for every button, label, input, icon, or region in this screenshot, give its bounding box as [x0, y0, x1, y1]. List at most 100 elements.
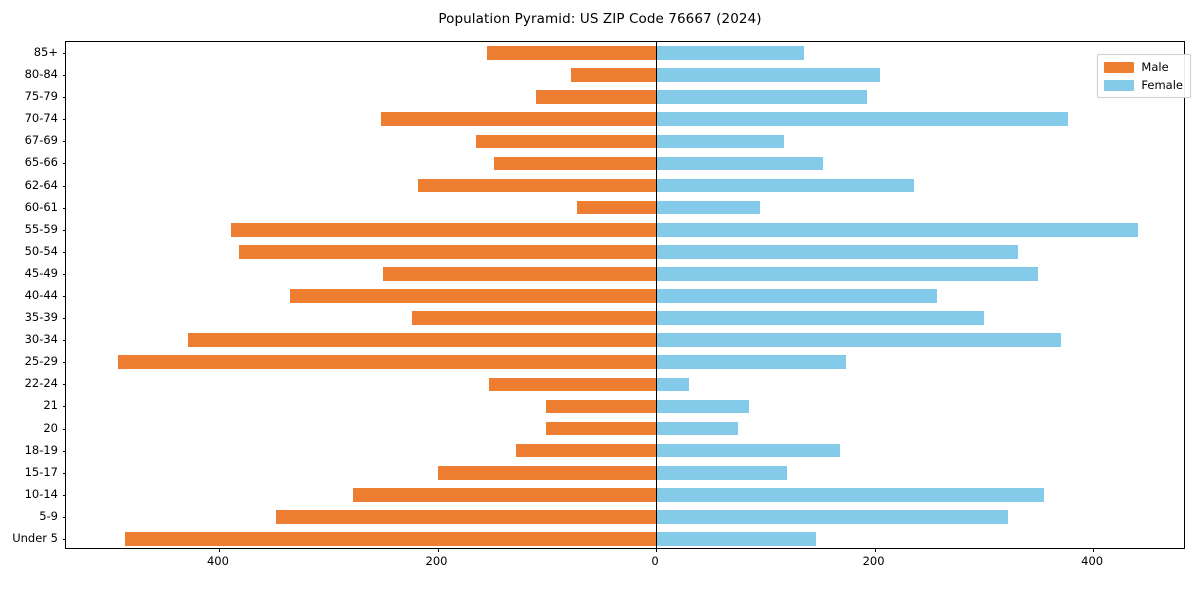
y-axis-tick-mark [62, 340, 66, 342]
y-axis-tick-label: 62-64 [24, 177, 58, 192]
y-axis-tick-mark [62, 97, 66, 99]
bar-female [656, 200, 760, 215]
y-axis-tick-label: 10-14 [24, 486, 58, 501]
bar-female [656, 112, 1068, 127]
bar-row [66, 156, 1184, 171]
y-axis-tick-label: 67-69 [24, 133, 58, 148]
bar-male [118, 355, 657, 370]
legend-entry[interactable]: Male [1104, 60, 1183, 74]
y-axis-tick-label: 80-84 [24, 67, 58, 82]
bar-male [535, 90, 657, 105]
bar-male [382, 267, 657, 281]
bar-male [437, 465, 657, 480]
bar-female [656, 510, 1008, 524]
bar-male [516, 443, 657, 458]
x-axis-tick-label: 200 [862, 554, 885, 568]
bar-male [577, 200, 657, 215]
y-axis-tick-label: 5-9 [39, 508, 58, 523]
y-axis-tick-label: 21 [43, 398, 58, 413]
y-axis-tick-label: 50-54 [24, 243, 58, 258]
bar-row [66, 134, 1184, 149]
legend-label: Male [1141, 60, 1169, 74]
bar-male [353, 487, 657, 502]
y-axis-tick-label: 20 [43, 420, 58, 435]
bar-female [656, 244, 1018, 259]
y-axis-tick-mark [62, 119, 66, 121]
bar-row [66, 112, 1184, 127]
bar-row [66, 421, 1184, 436]
bar-row [66, 399, 1184, 414]
bar-female [656, 532, 816, 546]
bar-row [66, 311, 1184, 325]
y-axis-tick-mark [62, 75, 66, 77]
y-axis-tick-mark [62, 472, 66, 474]
x-axis-tick-mark [1093, 548, 1095, 552]
y-axis-tick-mark [62, 318, 66, 320]
x-axis-tick-mark [218, 548, 220, 552]
y-axis-tick-label: 18-19 [24, 442, 58, 457]
zero-axis-line [656, 42, 658, 548]
y-axis-tick-label: 45-49 [24, 265, 58, 280]
y-axis-tick-mark [62, 185, 66, 187]
bar-row [66, 178, 1184, 193]
bar-row [66, 333, 1184, 347]
chart-legend[interactable]: Male Female [1097, 54, 1191, 98]
y-axis-tick-mark [62, 450, 66, 452]
bar-female [656, 289, 937, 303]
bar-female [656, 311, 984, 325]
bar-row [66, 377, 1184, 392]
y-axis-tick-label: 75-79 [24, 89, 58, 104]
y-axis-tick-label: 15-17 [24, 464, 58, 479]
bar-male [188, 333, 657, 347]
bar-row [66, 532, 1184, 546]
y-axis-tick-mark [62, 141, 66, 143]
bar-row [66, 487, 1184, 502]
bar-female [656, 90, 867, 105]
bar-male [230, 222, 657, 237]
y-axis-tick-label: 35-39 [24, 310, 58, 325]
bar-female [656, 267, 1039, 281]
y-axis-tick-mark [62, 296, 66, 297]
y-axis-tick-mark [62, 428, 66, 430]
y-axis-tick-label: 30-34 [24, 332, 58, 347]
y-axis-tick-mark [62, 494, 66, 496]
bar-male [290, 289, 657, 303]
bar-male [380, 112, 657, 127]
chart-title: Population Pyramid: US ZIP Code 76667 (2… [438, 11, 762, 27]
x-axis-tick-label: 0 [651, 554, 659, 568]
y-axis-tick-mark [62, 406, 66, 408]
bar-male [417, 178, 657, 193]
y-axis-tick-mark [62, 163, 66, 165]
bar-female [656, 68, 881, 82]
y-axis-tick-label: 60-61 [24, 199, 58, 214]
bar-female [656, 46, 804, 60]
y-axis-tick-label: 22-24 [24, 376, 58, 391]
legend-entry[interactable]: Female [1104, 78, 1183, 92]
y-axis-tick-label: 25-29 [24, 354, 58, 369]
x-axis-tick-mark [437, 548, 439, 552]
x-axis-tick-mark [874, 548, 876, 552]
legend-swatch-male [1104, 61, 1135, 73]
bar-row [66, 68, 1184, 82]
y-axis-tick-mark [62, 273, 66, 275]
bar-male [570, 68, 657, 82]
y-axis-tick-mark [62, 538, 66, 540]
bar-male [275, 510, 657, 524]
bar-male [494, 156, 657, 171]
bar-row [66, 355, 1184, 370]
bar-female [656, 134, 784, 149]
bar-row [66, 244, 1184, 259]
bar-female [656, 377, 689, 392]
bar-row [66, 510, 1184, 524]
x-axis-tick-label: 400 [206, 554, 229, 568]
bar-row [66, 289, 1184, 303]
x-axis-tick-label: 200 [425, 554, 448, 568]
y-axis-tick-mark [62, 207, 66, 209]
y-axis-tick-label: 70-74 [24, 111, 58, 126]
bar-male [238, 244, 657, 259]
y-axis-tick-mark [62, 251, 66, 253]
y-axis-tick-mark [62, 362, 66, 364]
plot-area [62, 41, 1185, 552]
bar-female [656, 333, 1062, 347]
